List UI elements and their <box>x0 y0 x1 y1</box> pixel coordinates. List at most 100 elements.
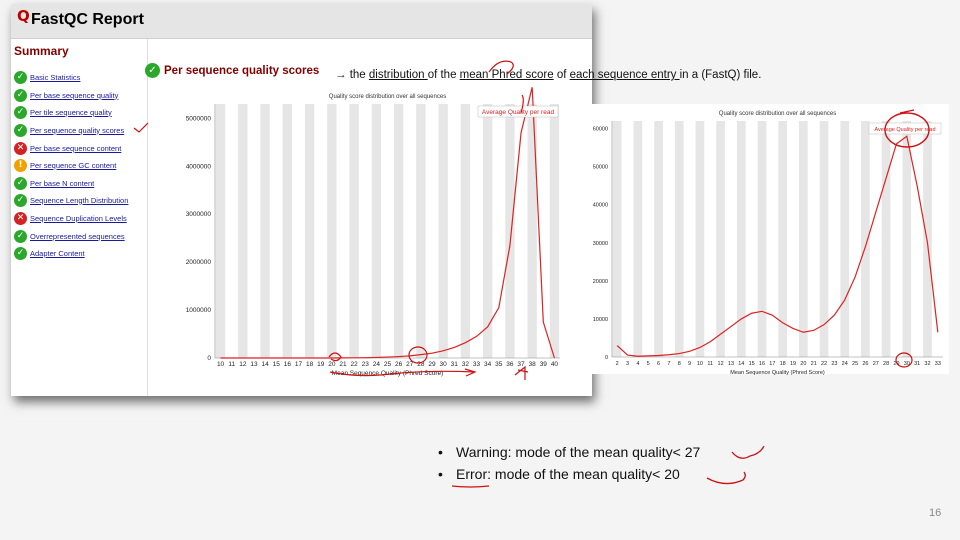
module-overrepresented-sequences[interactable]: ✓ Overrepresented sequences <box>14 229 125 243</box>
desc-underline-2: mean Phred score <box>459 69 554 81</box>
x-tick-label: 40 <box>551 361 559 368</box>
desc-text-3: of <box>553 69 570 81</box>
bullet-value: < 20 <box>652 466 680 482</box>
module-link[interactable]: Basic Statistics <box>30 72 81 82</box>
summary-title: Summary <box>14 44 69 58</box>
desc-text-2: of the <box>427 69 460 81</box>
x-tick-label: 26 <box>395 361 403 368</box>
grid-band <box>633 121 643 357</box>
x-tick-label: 17 <box>769 361 775 367</box>
x-tick-label: 31 <box>451 361 459 368</box>
summary-sidebar: Summary ✓ Basic Statistics ✓ Per base se… <box>11 39 148 396</box>
module-link[interactable]: Sequence Length Distribution <box>30 195 129 205</box>
desc-text-1: the <box>346 69 369 81</box>
report-header: Q FastQC Report <box>11 4 592 39</box>
x-tick-label: 26 <box>862 361 868 367</box>
module-link[interactable]: Per sequence GC content <box>30 160 117 170</box>
x-tick-label: 34 <box>484 361 492 368</box>
bullet-text: : mode of the mean quality <box>487 466 653 482</box>
series-line <box>616 135 939 357</box>
x-tick-label: 27 <box>873 361 879 367</box>
module-heading: Per sequence quality scores <box>164 64 320 77</box>
x-tick-label: 16 <box>284 361 292 368</box>
y-tick-label: 60000 <box>593 127 608 133</box>
x-tick-label: 18 <box>780 361 786 367</box>
module-sequence-length-distribution[interactable]: ✓ Sequence Length Distribution <box>14 193 128 207</box>
x-tick-label: 7 <box>667 361 670 367</box>
x-tick-label: 30 <box>440 361 448 368</box>
module-link[interactable]: Per base sequence content <box>30 143 122 153</box>
module-link[interactable]: Per base sequence quality <box>30 90 119 100</box>
module-basic-statistics[interactable]: ✓ Basic Statistics <box>14 70 80 84</box>
module-per-base-sequence-quality[interactable]: ✓ Per base sequence quality <box>14 88 118 102</box>
module-per-base-sequence-content[interactable]: ✕ Per base sequence content <box>14 141 121 155</box>
check-icon: ✓ <box>14 105 27 119</box>
module-sequence-duplication-levels[interactable]: ✕ Sequence Duplication Levels <box>14 211 127 225</box>
x-tick-label: 22 <box>350 361 358 368</box>
x-tick-label: 18 <box>306 361 314 368</box>
grid-band <box>371 104 382 358</box>
bullet-warning: • Warning: mode of the mean quality < 27 <box>438 441 700 463</box>
x-tick-label: 22 <box>821 361 827 367</box>
x-tick-label: 19 <box>317 361 325 368</box>
x-tick-label: 13 <box>728 361 734 367</box>
grid-band <box>778 121 788 357</box>
grid-band <box>757 121 767 357</box>
y-tick-label: 30000 <box>593 241 608 247</box>
arrow-glyph: → <box>335 69 347 81</box>
x-tick-label: 32 <box>462 361 470 368</box>
grid-band <box>215 104 226 358</box>
x-tick-label: 15 <box>273 361 281 368</box>
check-icon: ✓ <box>14 88 27 102</box>
grid-band <box>674 121 684 357</box>
grid-band <box>482 104 493 358</box>
x-tick-label: 15 <box>749 361 755 367</box>
bullet-label: Error <box>456 466 488 482</box>
module-link[interactable]: Overrepresented sequences <box>30 231 125 241</box>
grid-band <box>282 104 293 358</box>
x-tick-label: 24 <box>373 361 381 368</box>
check-icon: ✓ <box>14 229 27 243</box>
x-tick-label: 32 <box>924 361 930 367</box>
y-tick-label: 10000 <box>593 317 608 323</box>
grid-band <box>393 104 404 358</box>
x-tick-label: 2 <box>616 361 619 367</box>
bullet-error: • Error: mode of the mean quality < 20 <box>438 463 700 485</box>
x-tick-label: 23 <box>831 361 837 367</box>
grid-band <box>861 121 870 357</box>
module-per-sequence-gc-content[interactable]: ! Per sequence GC content <box>14 158 116 172</box>
module-per-base-n-content[interactable]: ✓ Per base N content <box>14 176 94 190</box>
module-link[interactable]: Per sequence quality scores <box>30 125 125 135</box>
bullet-value: < 27 <box>672 444 701 460</box>
report-title: FastQC Report <box>31 11 144 28</box>
module-link[interactable]: Per base N content <box>30 178 95 188</box>
module-per-tile-sequence-quality[interactable]: ✓ Per tile sequence quality <box>14 105 112 119</box>
series-line <box>220 87 556 359</box>
grid-band <box>527 104 537 358</box>
grid-band <box>695 121 705 357</box>
module-per-sequence-quality-scores[interactable]: ✓ Per sequence quality scores <box>14 123 124 137</box>
x-tick-label: 6 <box>657 361 660 367</box>
x-tick-label: 25 <box>852 361 858 367</box>
module-link[interactable]: Sequence Duplication Levels <box>30 213 127 223</box>
grid-band <box>819 121 829 357</box>
x-tick-label: 4 <box>636 361 639 367</box>
cross-icon: ✕ <box>14 141 27 155</box>
module-adapter-content[interactable]: ✓ Adapter Content <box>14 246 85 260</box>
check-icon: ✓ <box>145 63 160 78</box>
check-icon: ✓ <box>14 246 27 260</box>
x-tick-label: 14 <box>738 361 744 367</box>
bullet-label: Warning <box>456 444 508 460</box>
desc-underline-3: each sequence entry <box>569 69 680 81</box>
x-tick-label: 12 <box>239 361 247 368</box>
module-link[interactable]: Adapter Content <box>30 248 85 258</box>
grid-band <box>654 121 663 357</box>
grid-band <box>327 104 337 358</box>
grid-band <box>416 104 426 358</box>
module-link[interactable]: Per tile sequence quality <box>30 107 112 117</box>
grid-band <box>840 121 850 357</box>
x-tick-label: 8 <box>678 361 681 367</box>
x-tick-label: 35 <box>495 361 503 368</box>
x-tick-label: 23 <box>362 361 370 368</box>
check-icon: ✓ <box>14 193 27 207</box>
